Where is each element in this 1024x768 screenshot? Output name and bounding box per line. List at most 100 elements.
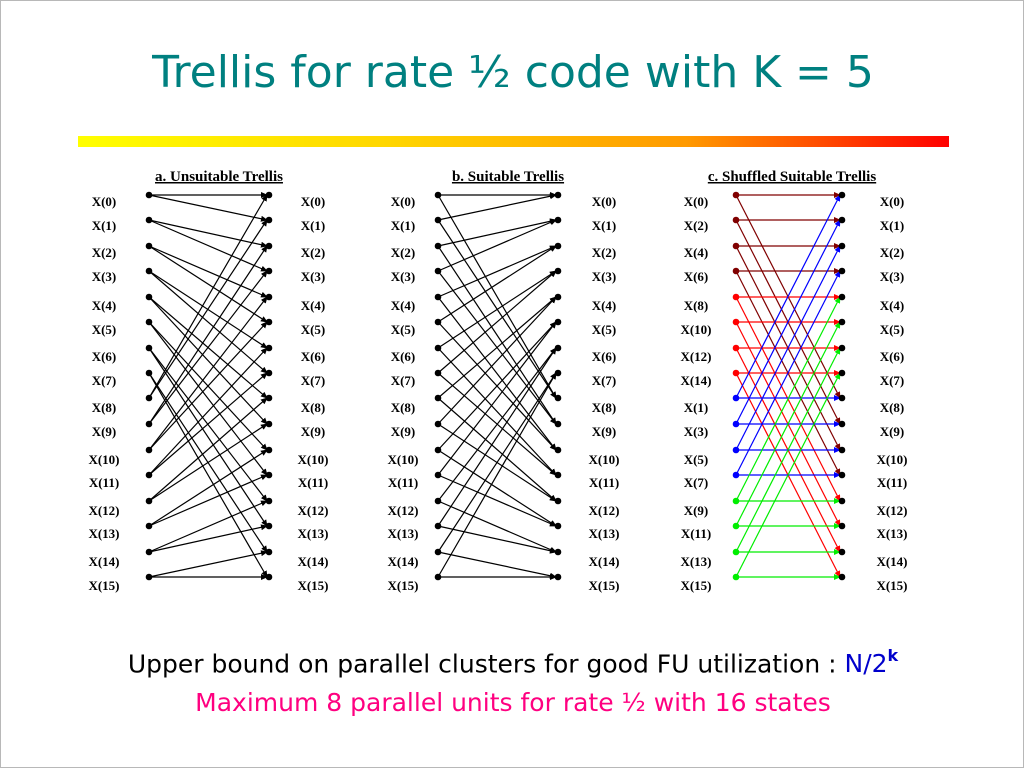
panel-b-right-label: X(2): [592, 245, 617, 260]
panel-c-right-node: [838, 522, 846, 530]
panel-a-right-node: [265, 446, 273, 454]
panel-b-edge: [437, 296, 557, 425]
panel-a-edge: [148, 194, 268, 222]
panel-b-left-label: X(3): [391, 269, 416, 284]
panel-c-left-node: [732, 548, 740, 556]
panel-c-left-node: [732, 522, 740, 530]
panel-a-left-label: X(10): [88, 452, 119, 467]
panel-b-left-node: [434, 497, 442, 505]
panel-c-left-label: X(5): [684, 452, 709, 467]
panel-a-right-node: [265, 471, 273, 479]
panel-b-left-label: X(13): [387, 526, 418, 541]
panel-b-left-label: X(11): [388, 475, 418, 490]
panel-c-right-label: X(3): [880, 269, 905, 284]
panel-b-left-node: [434, 522, 442, 530]
panel-a-edge: [148, 245, 268, 425]
panel-b-edge: [437, 397, 557, 502]
panel-c-left-node: [732, 242, 740, 250]
panel-a-right-label: X(12): [297, 503, 328, 518]
panel-b-left-label: X(14): [387, 554, 418, 569]
panel-a-edge: [148, 397, 268, 502]
panel-c-left-label: X(4): [684, 245, 709, 260]
footer-upper-bound-text: Upper bound on parallel clusters for goo…: [127, 649, 845, 679]
panel-c-right-label: X(9): [880, 424, 905, 439]
panel-c-right-label: X(4): [880, 298, 905, 313]
panel-a-right-node: [265, 318, 273, 326]
panel-a-left-label: X(6): [92, 349, 117, 364]
panel-b-left-node: [434, 573, 442, 581]
panel-a-edge: [148, 500, 268, 553]
panel-c-left-node: [732, 497, 740, 505]
panel-b-right-node: [554, 548, 562, 556]
panel-a-edge: [148, 219, 268, 272]
panel-b-edge: [437, 500, 557, 553]
footer-upper-bound: Upper bound on parallel clusters for goo…: [1, 646, 1023, 679]
panel-a-left-node: [145, 293, 153, 301]
panel-b-edge: [437, 245, 557, 323]
panel-c-right-label: X(15): [876, 578, 907, 593]
panel-b-left-node: [434, 318, 442, 326]
panel-b-edge: [437, 219, 557, 272]
panel-c-left-label: X(11): [681, 526, 711, 541]
panel-a-edge: [148, 321, 268, 476]
panel-b-left-label: X(12): [387, 503, 418, 518]
panel-c-right-node: [838, 471, 846, 479]
panel-a-right-label: X(3): [301, 269, 326, 284]
panel-a-left-label: X(9): [92, 424, 117, 439]
panel-b-left-label: X(9): [391, 424, 416, 439]
panel-a-right-node: [265, 216, 273, 224]
panel-a-edge: [148, 219, 268, 248]
panel-a-edges: [148, 192, 268, 580]
panel-b-right-label: X(10): [588, 452, 619, 467]
panel-a-right-node: [265, 573, 273, 581]
panel-b-right-label: X(7): [592, 373, 617, 388]
panel-c-right-node: [838, 191, 846, 199]
panel-b-left-labels: X(0) X(1) X(2) X(3) X(4) X(5) X(6) X(7) …: [387, 194, 418, 593]
panel-a-edge: [148, 296, 268, 425]
panel-a-left-labels: X(0) X(1) X(2) X(3) X(4) X(5) X(6) X(7) …: [88, 194, 119, 593]
panel-b-left-label: X(2): [391, 245, 416, 260]
panel-b-left-node: [434, 420, 442, 428]
panel-a-edge: [148, 372, 268, 578]
panel-c-left-label: X(3): [684, 424, 709, 439]
panel-c-right-node: [838, 344, 846, 352]
panel-c-edge: [735, 194, 841, 399]
panel-c-right-label: X(14): [876, 554, 907, 569]
panel-b-edge: [437, 270, 557, 349]
panel-a-left-label: X(13): [88, 526, 119, 541]
panel-a-left-node: [145, 216, 153, 224]
panel-b-right-label: X(13): [588, 526, 619, 541]
panel-a-left-label: X(5): [92, 322, 117, 337]
panel-b-right-label: X(14): [588, 554, 619, 569]
panel-a-edge: [148, 372, 268, 476]
panel-a-left-label: X(15): [88, 578, 119, 593]
panel-c-right-node: [838, 267, 846, 275]
panel-b-left-label: X(15): [387, 578, 418, 593]
panel-c-right-labels: X(0) X(1) X(2) X(3) X(4) X(5) X(6) X(7) …: [876, 194, 907, 593]
panel-b-right-labels: X(0) X(1) X(2) X(3) X(4) X(5) X(6) X(7) …: [588, 194, 619, 593]
panel-a-right-label: X(15): [297, 578, 328, 593]
panel-a-right-node: [265, 191, 273, 199]
panel-c-left-label: X(6): [684, 269, 709, 284]
panel-b-left-label: X(1): [391, 218, 416, 233]
panel-c-left-label: X(15): [680, 578, 711, 593]
panel-c-right-label: X(11): [877, 475, 907, 490]
panel-b-edge: [437, 245, 557, 425]
panel-b-right-node: [554, 394, 562, 402]
panel-b-left-label: X(8): [391, 400, 416, 415]
panel-a-edge: [148, 270, 268, 374]
panel-b-right-label: X(11): [589, 475, 619, 490]
panel-b-left-node: [434, 242, 442, 250]
panel-b-edge: [437, 245, 557, 298]
panel-c-edge: [735, 219, 841, 425]
panel-c-right-label: X(5): [880, 322, 905, 337]
panel-c-right-node: [838, 420, 846, 428]
panel-a-left-node: [145, 318, 153, 326]
panel-b-left-node: [434, 344, 442, 352]
panel-c-left-node: [732, 420, 740, 428]
panel-a-right-node: [265, 522, 273, 530]
panel-b-right-label: X(15): [588, 578, 619, 593]
panel-a-left-label: X(4): [92, 298, 117, 313]
panel-a-right-label: X(13): [297, 526, 328, 541]
panel-b-left-label: X(6): [391, 349, 416, 364]
